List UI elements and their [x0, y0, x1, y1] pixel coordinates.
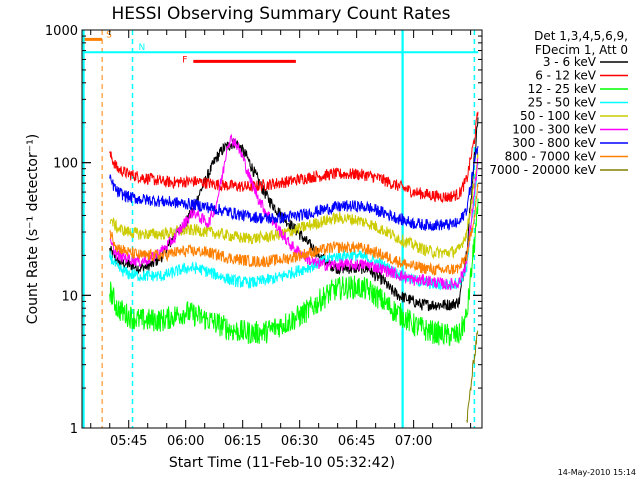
- x-tick-label: 07:00: [395, 434, 432, 449]
- x-axis: 05:45 06:00 06:15 06:30 06:45 07:00: [90, 30, 472, 449]
- y-tick-label: 1000: [45, 24, 78, 39]
- marker-label-S: S: [106, 30, 112, 40]
- legend-label: 50 - 100 keV: [520, 109, 597, 123]
- chart-title: HESSI Observing Summary Count Rates: [111, 4, 450, 24]
- series-line-4: [109, 151, 479, 260]
- legend-label: 3 - 6 keV: [543, 55, 597, 69]
- y-tick-label: 1: [70, 422, 78, 437]
- series-line-7: [109, 183, 479, 276]
- legend-label: 6 - 12 keV: [535, 69, 597, 83]
- legend-label: 800 - 7000 keV: [505, 150, 597, 164]
- plot-frame: [81, 29, 483, 429]
- timestamp: 14-May-2010 15:14: [558, 468, 636, 477]
- legend: Det 1,3,4,5,6,9,FDecim 1, Att 03 - 6 keV…: [489, 29, 628, 177]
- series-line-5: [109, 133, 479, 291]
- legend-header-line: Det 1,3,4,5,6,9,: [534, 29, 628, 43]
- legend-label: 300 - 800 keV: [512, 136, 596, 150]
- series-line-1: [109, 111, 479, 204]
- x-tick-label: 06:00: [167, 434, 204, 449]
- legend-label: 12 - 25 keV: [528, 82, 597, 96]
- plot-data: [109, 111, 479, 423]
- series-line-8: [466, 330, 479, 423]
- x-axis-label: Start Time (11-Feb-10 05:32:42): [169, 455, 395, 471]
- legend-label: 100 - 300 keV: [512, 123, 596, 137]
- y-axis: 1 10 100 1000: [45, 24, 482, 437]
- y-axis-label: Count Rate (s⁻¹ detector⁻¹): [25, 134, 41, 324]
- y-tick-label: 10: [61, 289, 78, 304]
- legend-header-line: FDecim 1, Att 0: [535, 43, 628, 57]
- x-tick-label: 05:45: [110, 434, 147, 449]
- series-line-2: [109, 198, 479, 347]
- x-tick-label: 06:45: [338, 434, 375, 449]
- series-line-6: [109, 146, 479, 232]
- y-tick-label: 100: [53, 157, 78, 172]
- observing-markers: S N F: [82, 30, 479, 428]
- marker-label-F: F: [182, 55, 187, 65]
- legend-label: 7000 - 20000 keV: [489, 163, 596, 177]
- x-tick-label: 06:15: [224, 434, 261, 449]
- x-tick-label: 06:30: [281, 434, 318, 449]
- marker-label-N: N: [139, 43, 146, 53]
- legend-label: 25 - 50 keV: [528, 96, 597, 110]
